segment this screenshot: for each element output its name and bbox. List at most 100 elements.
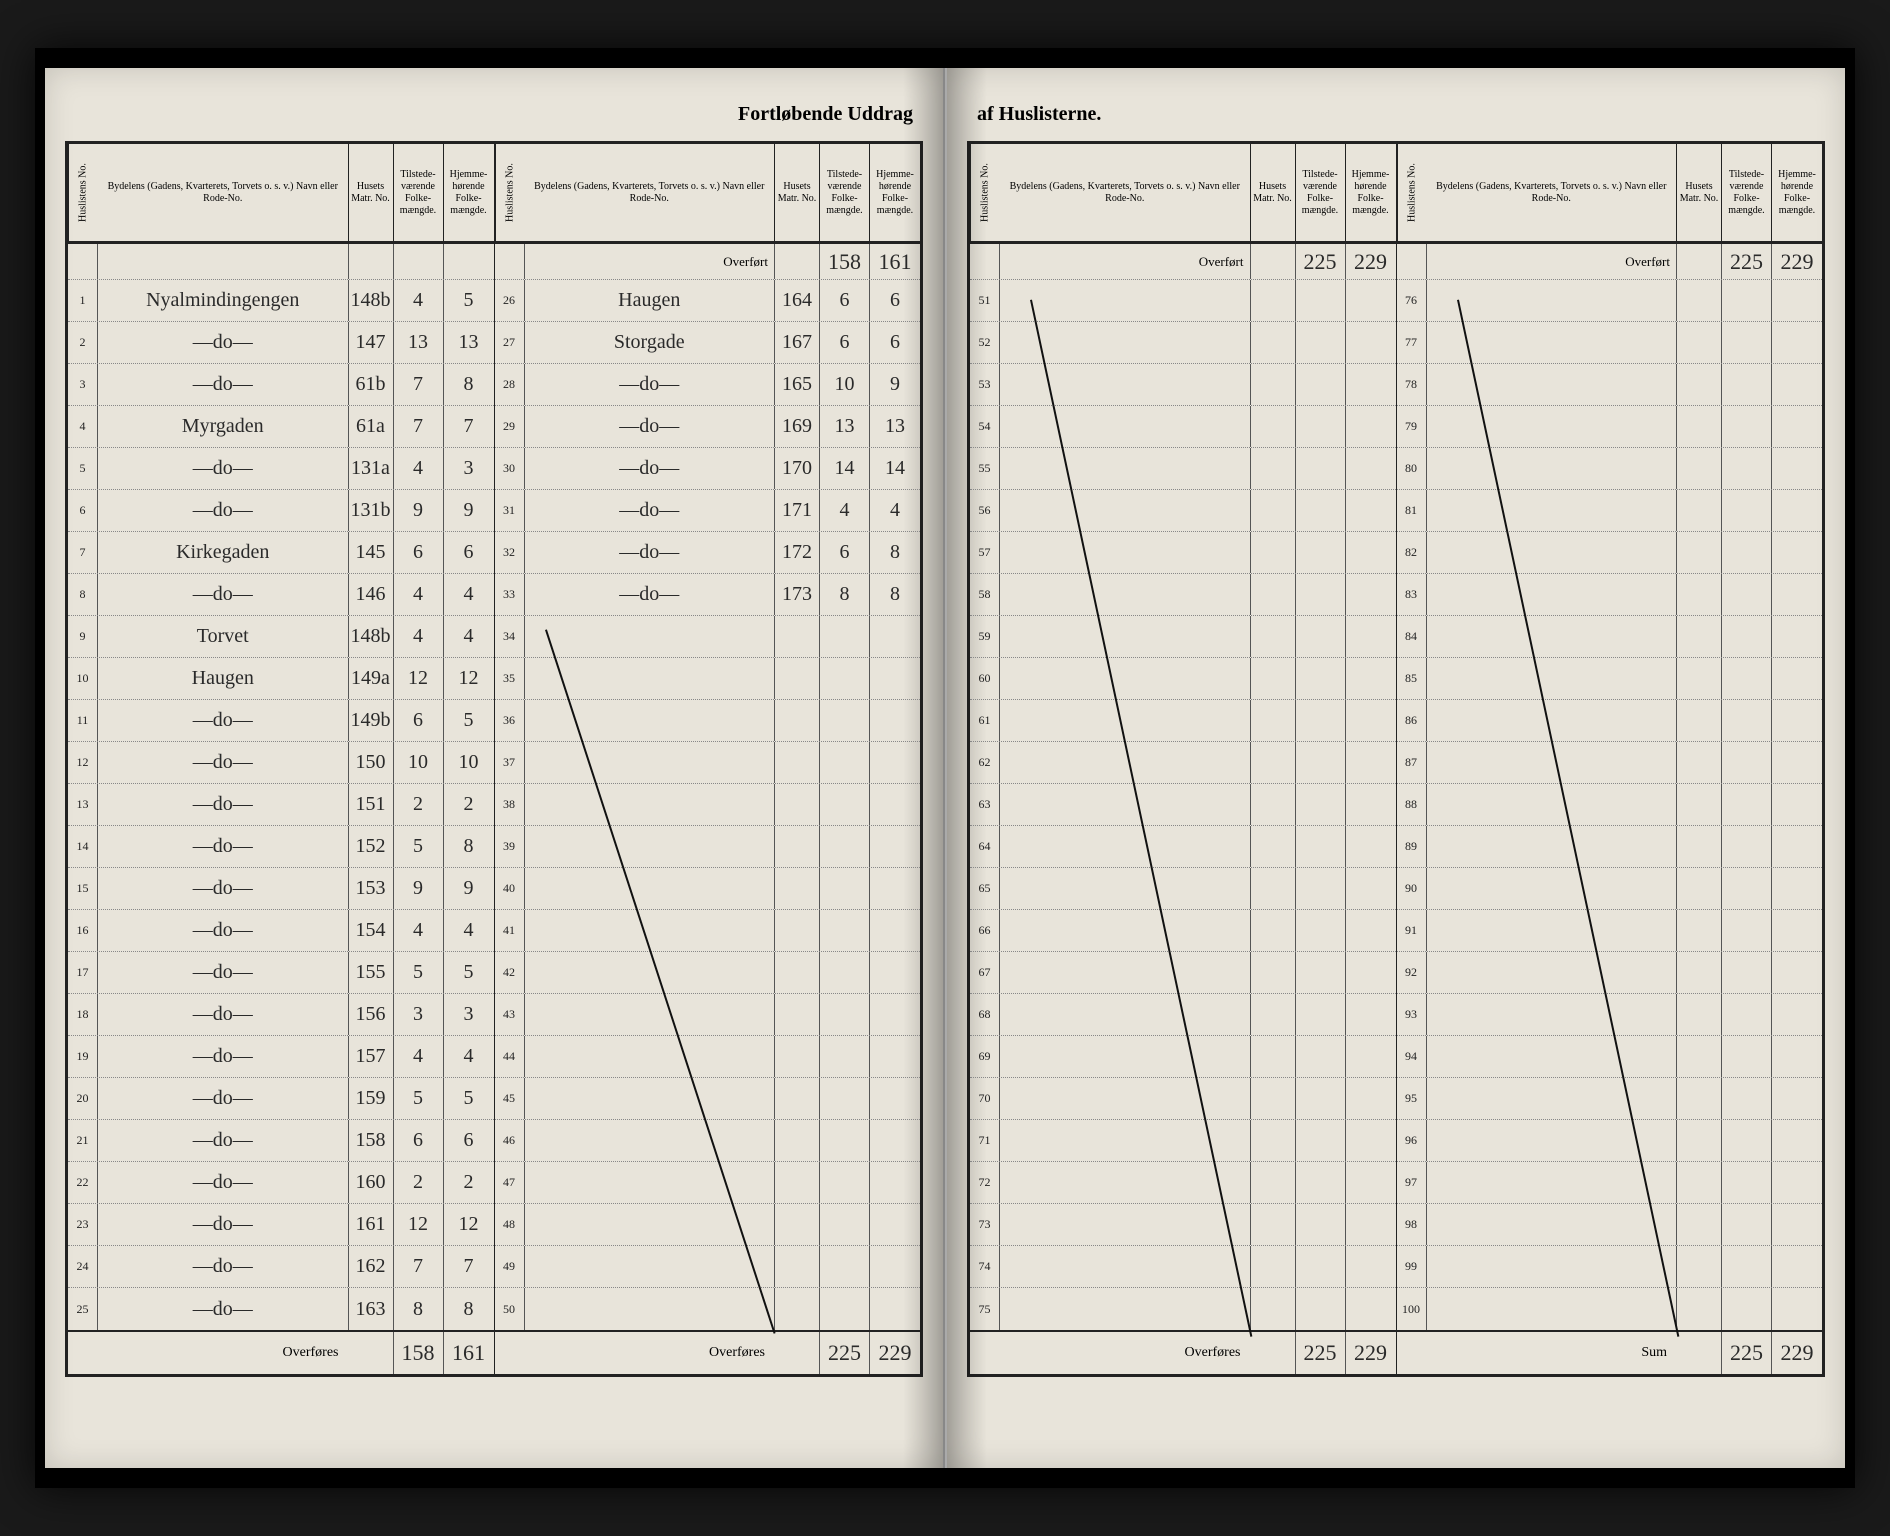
row-til (1296, 490, 1346, 531)
row-til: 13 (394, 322, 444, 363)
table-row: 45 (495, 1078, 921, 1120)
row-matr: 131a (349, 448, 394, 489)
table-row: 25—do—16388 (68, 1288, 494, 1330)
hdr-name: Bydelens (Gadens, Kvarterets, Torvets o.… (1000, 144, 1251, 241)
foot2-h: 229 (870, 1332, 920, 1374)
row-matr (775, 1120, 820, 1161)
row-no: 83 (1397, 574, 1427, 615)
row-no: 80 (1397, 448, 1427, 489)
row-hjem (1346, 1036, 1396, 1077)
table-row: 2—do—1471313 (68, 322, 494, 364)
row-hjem: 13 (870, 406, 920, 447)
table-row: 69 (970, 1036, 1396, 1078)
row-no: 33 (495, 574, 525, 615)
row-hjem (1346, 532, 1396, 573)
row-no: 24 (68, 1246, 98, 1287)
right-grid: Huslistens No. Bydelens (Gadens, Kvarter… (967, 141, 1825, 1377)
row-matr (1251, 952, 1296, 993)
row-no: 64 (970, 826, 1000, 867)
row-matr (1251, 1162, 1296, 1203)
row-til: 4 (394, 574, 444, 615)
row-hjem (1772, 490, 1822, 531)
row-til (1722, 1162, 1772, 1203)
row-name: —do— (98, 910, 349, 951)
row-no: 66 (970, 910, 1000, 951)
table-row: 89 (1397, 826, 1823, 868)
row-no: 96 (1397, 1120, 1427, 1161)
row-hjem (870, 742, 920, 783)
row-name: Haugen (98, 658, 349, 699)
row-til (1722, 952, 1772, 993)
row-name (1000, 448, 1251, 489)
row-til (1296, 322, 1346, 363)
left-page: Fortløbende Uddrag Huslistens No. Bydele… (45, 68, 945, 1468)
row-matr (1251, 322, 1296, 363)
row-no: 44 (495, 1036, 525, 1077)
row-name (1427, 448, 1678, 489)
row-til (1722, 616, 1772, 657)
over4-h: 229 (1772, 244, 1822, 279)
row-matr (1251, 910, 1296, 951)
table-row: 54 (970, 406, 1396, 448)
row-til (1722, 868, 1772, 909)
hdr-name: Bydelens (Gadens, Kvarterets, Torvets o.… (98, 144, 349, 241)
table-row: 13—do—15122 (68, 784, 494, 826)
row-name (1000, 616, 1251, 657)
row-name: Haugen (525, 280, 776, 321)
row-name (1427, 1288, 1678, 1330)
row-hjem: 3 (444, 994, 494, 1035)
row-name (1427, 364, 1678, 405)
row-name (1000, 1204, 1251, 1245)
table-row: 37 (495, 742, 921, 784)
table-row: 80 (1397, 448, 1823, 490)
row-hjem: 4 (444, 1036, 494, 1077)
row-til (1722, 490, 1772, 531)
row-matr: 150 (349, 742, 394, 783)
row-hjem (1772, 658, 1822, 699)
row-matr: 160 (349, 1162, 394, 1203)
row-til: 6 (394, 532, 444, 573)
row-hjem (870, 616, 920, 657)
row-matr (1677, 1078, 1722, 1119)
row-no: 85 (1397, 658, 1427, 699)
row-til (1296, 952, 1346, 993)
table-row: 5—do—131a43 (68, 448, 494, 490)
row-hjem (870, 1288, 920, 1330)
row-til (1722, 1036, 1772, 1077)
row-til (1296, 658, 1346, 699)
sum-label: Sum (1397, 1345, 1678, 1361)
row-name (1427, 868, 1678, 909)
row-matr: 157 (349, 1036, 394, 1077)
table-row: 60 (970, 658, 1396, 700)
row-name (1000, 532, 1251, 573)
title-right: af Huslisterne. (967, 98, 1825, 141)
table-row: 59 (970, 616, 1396, 658)
row-hjem (1346, 1120, 1396, 1161)
left-grid: Huslistens No. Bydelens (Gadens, Kvarter… (65, 141, 923, 1377)
row-hjem (1772, 742, 1822, 783)
row-til: 4 (394, 448, 444, 489)
row-hjem: 12 (444, 658, 494, 699)
row-name: —do— (98, 994, 349, 1035)
row-matr (1677, 448, 1722, 489)
row-no: 6 (68, 490, 98, 531)
row-hjem (1772, 322, 1822, 363)
row-no: 31 (495, 490, 525, 531)
row-matr (1677, 280, 1722, 321)
row-name: —do— (98, 784, 349, 825)
row-no: 20 (68, 1078, 98, 1119)
row-til: 4 (394, 1036, 444, 1077)
table-row: 78 (1397, 364, 1823, 406)
row-no: 15 (68, 868, 98, 909)
row-no: 100 (1397, 1288, 1427, 1330)
row-til (1722, 910, 1772, 951)
row-no: 42 (495, 952, 525, 993)
row-hjem (1346, 994, 1396, 1035)
foot4-t: 225 (1722, 1332, 1772, 1374)
overfort-row-1 (68, 244, 494, 280)
table-row: 20—do—15955 (68, 1078, 494, 1120)
row-hjem (1772, 1288, 1822, 1330)
row-name (525, 784, 776, 825)
row-hjem (1772, 616, 1822, 657)
table-row: 34 (495, 616, 921, 658)
